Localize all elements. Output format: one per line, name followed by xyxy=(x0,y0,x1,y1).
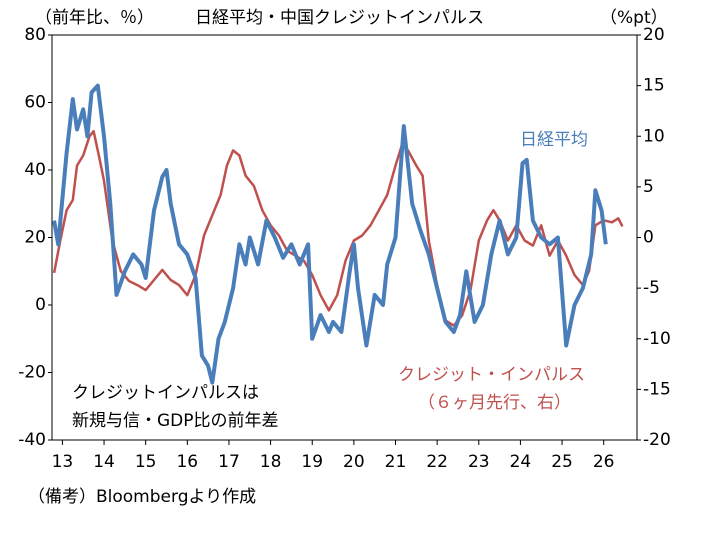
y-tick-label: 20 xyxy=(24,228,46,248)
y2-tick-label: 20 xyxy=(643,25,665,45)
x-tick-label: 19 xyxy=(301,452,323,472)
series-line xyxy=(52,83,608,385)
x-tick-label: 17 xyxy=(218,452,240,472)
x-tick-label: 18 xyxy=(260,452,282,472)
annotation: クレジットインパルスは xyxy=(72,383,259,403)
y2-tick-label: 15 xyxy=(643,76,665,96)
x-tick-label: 24 xyxy=(510,452,532,472)
series-line xyxy=(52,129,624,327)
y-tick-label: -20 xyxy=(18,363,46,383)
y2-tick-label: 0 xyxy=(643,228,654,248)
y2-tick-label: -10 xyxy=(643,329,671,349)
y-tick-label: 0 xyxy=(35,295,46,315)
y2-tick-label: -5 xyxy=(643,278,660,298)
annotation: （６ヶ月先行、右） xyxy=(418,393,571,413)
x-tick-label: 25 xyxy=(551,452,573,472)
x-tick-label: 22 xyxy=(426,452,448,472)
x-tick-label: 20 xyxy=(343,452,365,472)
series-label: クレジット・インパルス xyxy=(398,365,585,385)
x-tick-label: 16 xyxy=(176,452,198,472)
x-tick-label: 13 xyxy=(52,452,74,472)
y-tick-label: 60 xyxy=(24,93,46,113)
y-tick-label: 80 xyxy=(24,25,46,45)
y2-axis-label: （%pt） xyxy=(600,8,668,28)
x-tick-label: 14 xyxy=(93,452,115,472)
y2-tick-label: 5 xyxy=(643,177,654,197)
footnote: （備考）Bloombergより作成 xyxy=(28,487,256,507)
y2-tick-label: -15 xyxy=(643,379,671,399)
series-label: 日経平均 xyxy=(520,130,588,150)
annotation: 新規与信・GDP比の前年差 xyxy=(72,411,279,431)
y2-tick-label: 10 xyxy=(643,126,665,146)
x-tick-label: 15 xyxy=(135,452,157,472)
chart-title: 日経平均・中国クレジットインパルス xyxy=(195,8,484,28)
x-tick-label: 26 xyxy=(593,452,615,472)
x-tick-label: 23 xyxy=(468,452,490,472)
y-tick-label: -40 xyxy=(18,430,46,450)
x-tick-label: 21 xyxy=(385,452,407,472)
y-axis-label: （前年比、％） xyxy=(35,8,154,28)
y-tick-label: 40 xyxy=(24,160,46,180)
y2-tick-label: -20 xyxy=(643,430,671,450)
